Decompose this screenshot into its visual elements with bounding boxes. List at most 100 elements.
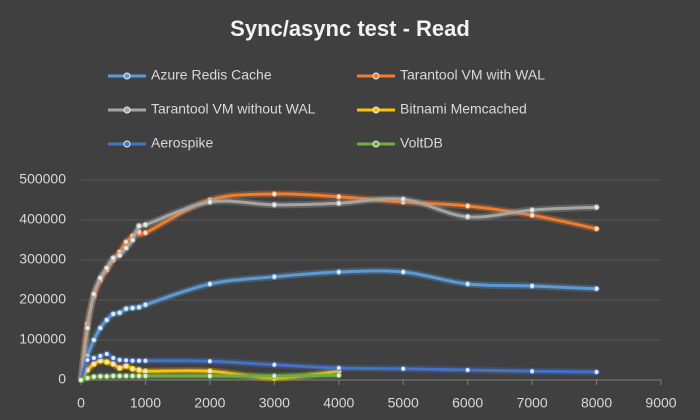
data-point [116, 252, 123, 259]
data-point [400, 365, 407, 372]
y-tick-label: 500000 [19, 171, 66, 187]
x-tick-label: 1000 [130, 395, 161, 411]
data-point [464, 367, 471, 373]
data-point [90, 337, 97, 343]
data-point [136, 367, 142, 373]
legend-marker [372, 72, 380, 80]
data-point [123, 373, 130, 379]
data-point [136, 357, 142, 364]
data-point [400, 196, 407, 203]
legend-label: Aerospike [151, 135, 213, 151]
data-point [110, 373, 117, 379]
data-point [593, 285, 600, 292]
y-tick-label: 200000 [19, 291, 66, 307]
data-point [142, 229, 149, 236]
data-point [90, 361, 97, 367]
data-point [129, 373, 136, 379]
data-point [97, 275, 104, 281]
data-point [110, 361, 117, 367]
data-point [90, 373, 97, 380]
data-point [206, 358, 213, 365]
data-point [97, 353, 104, 359]
data-point [206, 373, 213, 379]
y-tick-label: 400000 [19, 211, 66, 227]
data-point [335, 200, 342, 207]
data-point [129, 305, 136, 311]
x-tick-label: 7000 [517, 395, 548, 411]
data-point [97, 373, 104, 380]
legend-marker [123, 140, 131, 148]
legend-marker [123, 106, 131, 114]
data-point [271, 191, 278, 197]
data-point [142, 221, 149, 228]
data-point [116, 365, 123, 371]
data-point [84, 357, 91, 363]
data-point [103, 359, 110, 365]
data-point [110, 311, 117, 317]
data-point [529, 368, 536, 375]
data-point [464, 281, 471, 287]
data-point [593, 225, 600, 232]
data-point [78, 377, 84, 383]
x-tick-label: 5000 [388, 395, 419, 411]
data-point [123, 239, 130, 245]
data-point [464, 203, 471, 209]
data-point [103, 317, 110, 323]
chart-title: Sync/async test - Read [230, 16, 470, 41]
data-point [142, 357, 149, 364]
data-point [271, 361, 278, 368]
data-point [116, 373, 123, 379]
data-point [84, 325, 91, 331]
data-point [129, 365, 136, 372]
data-point [271, 373, 278, 379]
y-tick-label: 300000 [19, 251, 66, 267]
data-point [110, 355, 117, 361]
y-tick-label: 100000 [19, 331, 66, 347]
data-point [142, 301, 149, 308]
data-point [136, 223, 142, 229]
x-tick-label: 6000 [452, 395, 483, 411]
data-point [529, 283, 536, 289]
legend-label: Tarantool VM with WAL [400, 67, 545, 83]
data-point [129, 357, 136, 364]
data-point [97, 325, 104, 331]
x-tick-label: 9000 [645, 395, 676, 411]
legend-marker [123, 72, 131, 80]
data-point [136, 373, 142, 379]
data-point [335, 193, 342, 200]
x-tick-label: 8000 [581, 395, 612, 411]
data-point [142, 373, 149, 379]
data-point [116, 309, 123, 316]
legend-label: Bitnami Memcached [400, 101, 527, 117]
data-point [123, 305, 130, 312]
x-tick-label: 3000 [259, 395, 290, 411]
legend-marker [372, 106, 380, 114]
data-point [271, 273, 278, 280]
legend-label: VoltDB [400, 135, 443, 151]
data-point [116, 357, 123, 363]
data-point [529, 207, 536, 213]
legend-label: Azure Redis Cache [151, 67, 272, 83]
data-point [335, 269, 342, 275]
data-point [103, 265, 110, 271]
data-point [206, 281, 213, 287]
data-point [271, 201, 278, 208]
data-point [335, 365, 342, 371]
data-point [123, 245, 130, 251]
data-point [593, 369, 600, 375]
y-tick-label: 0 [58, 371, 66, 387]
data-point [123, 357, 130, 364]
data-point [129, 237, 136, 243]
data-point [593, 204, 600, 211]
data-point [464, 213, 471, 220]
data-point [90, 355, 97, 361]
legend-label: Tarantool VM without WAL [151, 101, 316, 117]
x-tick-label: 2000 [194, 395, 225, 411]
data-point [206, 199, 213, 205]
data-point [110, 255, 117, 261]
data-point [103, 373, 110, 380]
legend-marker [372, 140, 380, 148]
data-point [123, 363, 130, 369]
data-point [400, 269, 407, 275]
